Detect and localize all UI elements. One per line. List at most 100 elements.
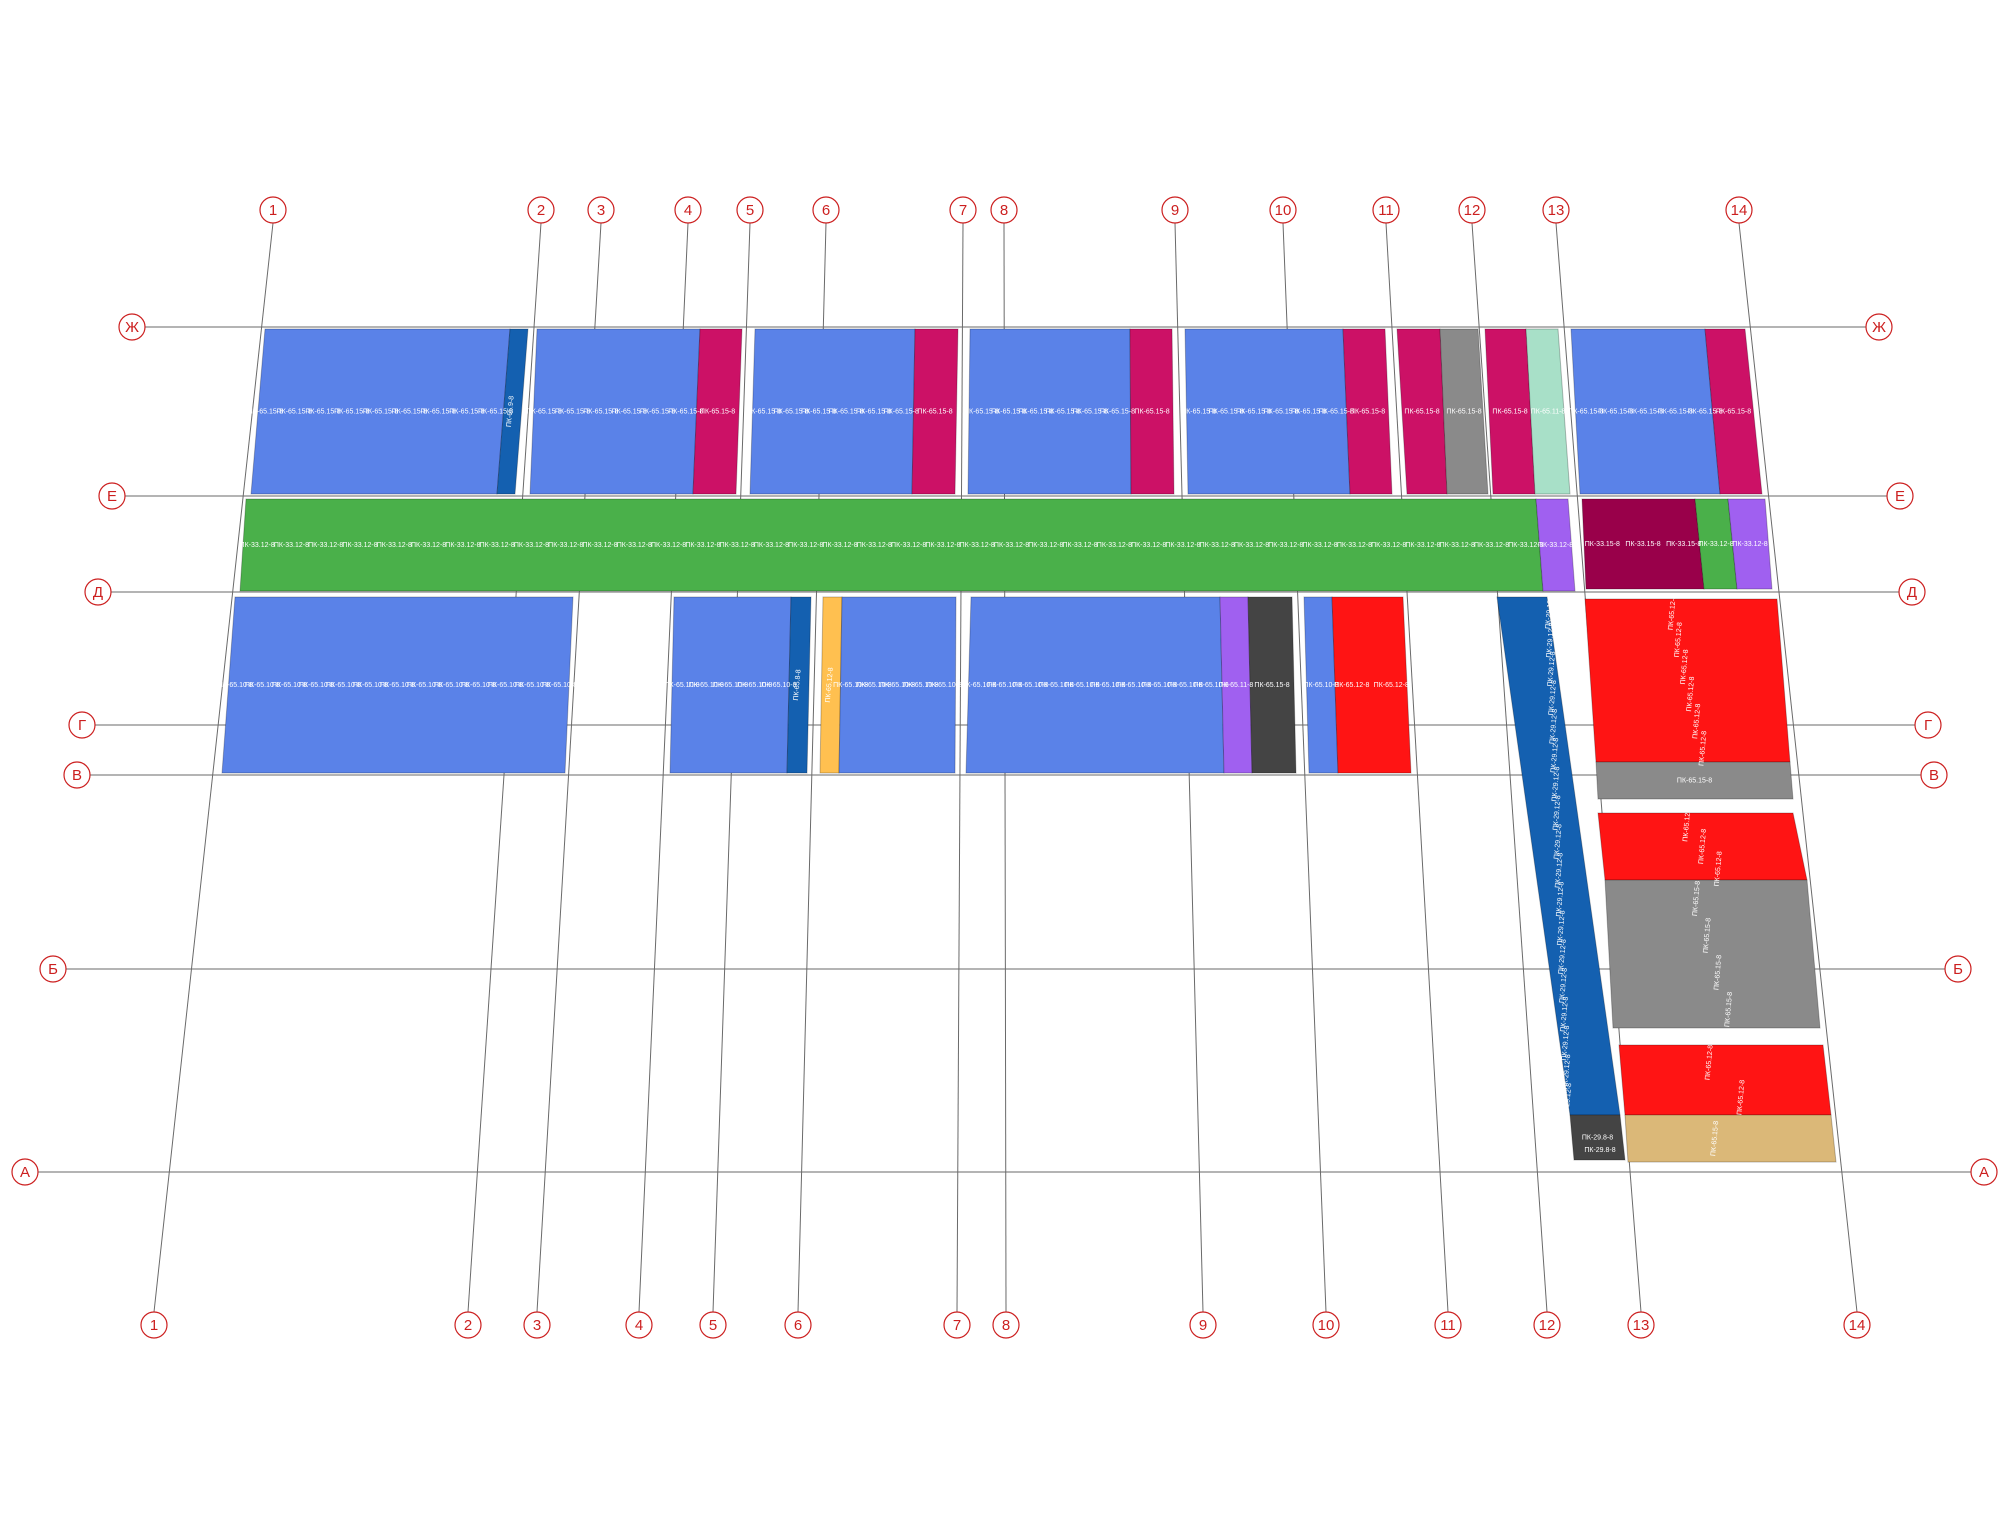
panel-code-label: ПК-65.11-8 xyxy=(1531,409,1566,416)
panel-code-label: ПК-65.15-8 xyxy=(884,409,919,416)
panel-code-label: ПК-65.15-8 xyxy=(1713,955,1723,991)
row-axis-marker-right-circle xyxy=(1914,711,1942,739)
column-axis-line xyxy=(956,222,964,1313)
column-axis-marker-top-circle xyxy=(527,196,555,224)
column-axis-marker-top-label: 8 xyxy=(1000,202,1008,219)
slab-panel xyxy=(496,328,529,495)
panel-code-label: ПК-33.12-8 xyxy=(1474,542,1509,549)
row-axis-marker-left-label: Д xyxy=(93,584,103,601)
panel-code-label: ПК-29.12-8 xyxy=(1550,737,1560,773)
panel-code-label: ПК-65.12-8 xyxy=(1334,682,1369,689)
column-axis-marker-bottom-circle xyxy=(1434,1311,1462,1339)
panel-code-label: ПК-65.15-8 xyxy=(1716,409,1751,416)
panel-code-label: ПК-65.15-8 xyxy=(1404,409,1439,416)
panel-code-label: ПК-65.15-8 xyxy=(1134,409,1169,416)
column-axis-marker-top-circle xyxy=(990,196,1018,224)
panel-code-label: ПК-65.10-8 xyxy=(1065,682,1100,689)
slab-panel xyxy=(1604,879,1821,1029)
column-axis-line xyxy=(1471,222,1548,1313)
panel-code-label: ПК-29.12-8 xyxy=(1558,939,1568,975)
panel-code-label: ПК-65.15-8 xyxy=(527,409,562,416)
panel-code-label: ПК-33.12-8 xyxy=(685,542,720,549)
row-axis-marker-right-label: А xyxy=(1979,1164,1989,1181)
column-axis-marker-bottom-label: 2 xyxy=(464,1317,472,1334)
panel-code-label: ПК-29.12-8 xyxy=(1561,1025,1571,1061)
column-axis-marker-top-circle xyxy=(736,196,764,224)
panel-code-label: ПК-33.12-8 xyxy=(1097,542,1132,549)
panel-code-label: ПК-33.12-8 xyxy=(651,542,686,549)
panel-code-label: ПК-65.15-8 xyxy=(700,409,735,416)
slab-panel xyxy=(1247,596,1297,774)
column-axis-marker-top-circle xyxy=(674,196,702,224)
panel-code-label: ПК-65.15-8 xyxy=(1045,409,1080,416)
panel-code-label: ПК-29.12-8 xyxy=(1559,968,1569,1004)
column-axis-marker-top-label: 13 xyxy=(1548,202,1565,219)
slab-panel xyxy=(1535,498,1576,592)
panel-code-label: ПК-29.12-8 xyxy=(1560,996,1570,1032)
panel-code-label: ПК-33.12-8 xyxy=(1268,542,1303,549)
panel-code-label: ПК-65.15-8 xyxy=(392,409,427,416)
slab-panel xyxy=(1624,1114,1837,1163)
panel-code-label: ПК-65.15-8 xyxy=(1446,409,1481,416)
panel-code-label: ПК-29.12-8 xyxy=(1548,680,1558,716)
panel-code-label: ПК-65.15-8 xyxy=(1492,409,1527,416)
panel-code-label: ПК-29.12-8 xyxy=(1562,1054,1572,1090)
panel-code-label: ПК-65.15-8 xyxy=(277,409,312,416)
panel-code-label: ПК-33.12-8 xyxy=(240,542,275,549)
slab-panel xyxy=(1342,328,1393,495)
slab-panel xyxy=(911,328,959,495)
panel-code-label: ПК-65.12-8 xyxy=(1736,1080,1746,1116)
row-axis-marker-right-circle xyxy=(1886,482,1914,510)
panel-code-label: ПК-29.12-8 xyxy=(1552,795,1562,831)
slab-panel xyxy=(1569,1114,1626,1161)
column-axis-marker-bottom-circle xyxy=(140,1311,168,1339)
panel-code-label: ПК-65.10-8 xyxy=(380,682,415,689)
panel-code-label: ПК-65.10-8 xyxy=(245,682,280,689)
panel-code-label: ПК-65.10-8 xyxy=(987,682,1022,689)
column-axis-marker-bottom-label: 8 xyxy=(1002,1317,1010,1334)
panel-code-label: ПК-33.12-8 xyxy=(548,542,583,549)
slab-panel xyxy=(692,328,743,495)
slab-panels xyxy=(221,328,1837,1163)
slab-panel xyxy=(786,596,812,774)
panel-code-label: ПК-65.10-8 xyxy=(761,682,796,689)
panel-code-label: ПК-65.15-8 xyxy=(1628,409,1663,416)
row-axis-marker-right-label: Г xyxy=(1924,717,1932,734)
column-axis-marker-top-label: 14 xyxy=(1731,202,1748,219)
panel-code-label: ПК-65.15-8 xyxy=(774,409,809,416)
panel-code-label: ПК-65.10-8 xyxy=(1013,682,1048,689)
column-axis-marker-bottom-circle xyxy=(523,1311,551,1339)
panel-code-label: ПК-65.15-8 xyxy=(668,409,703,416)
panel-code-label: ПК-33.12-8 xyxy=(891,542,926,549)
column-axis-marker-bottom-circle xyxy=(1189,1311,1217,1339)
column-axis-marker-top-circle xyxy=(949,196,977,224)
column-axis-marker-bottom-circle xyxy=(1533,1311,1561,1339)
panel-code-label: ПК-29.8-8 xyxy=(1584,1147,1615,1154)
panel-code-label: ПК-33.12-8 xyxy=(754,542,789,549)
panel-code-label: ПК-65.15-8 xyxy=(1073,409,1108,416)
column-axis-marker-bottom-label: 9 xyxy=(1199,1317,1207,1334)
row-axis-marker-left-circle xyxy=(63,761,91,789)
panel-code-label: ПК-65.12-8 xyxy=(1682,806,1692,842)
panel-code-label: ПК-65.10-8 xyxy=(665,682,700,689)
row-axis-marker-left-label: Г xyxy=(78,717,86,734)
row-axis-marker-left-circle xyxy=(68,711,96,739)
panel-code-label: ПК-65.15-8 xyxy=(1692,881,1702,917)
panel-code-label: ПК-65.15-8 xyxy=(829,409,864,416)
panel-code-label: ПК-65.10-8 xyxy=(1142,682,1177,689)
panel-code-label: ПК-65.15-8 xyxy=(917,409,952,416)
panel-code-label: ПК-33.12-8 xyxy=(342,542,377,549)
panel-code-label: ПК-65.15-8 xyxy=(1710,1121,1720,1157)
panel-code-label: ПК-65.15-8 xyxy=(363,409,398,416)
panel-code-label: ПК-65.10-8 xyxy=(353,682,388,689)
row-axis-marker-left-circle xyxy=(11,1158,39,1186)
panel-code-label: ПК-65.15-8 xyxy=(640,409,675,416)
column-axis-marker-top-label: 3 xyxy=(597,202,605,219)
column-axis-marker-bottom-label: 12 xyxy=(1539,1317,1556,1334)
panel-code-label: ПК-65.15-8 xyxy=(1568,409,1603,416)
row-axis-marker-left-circle xyxy=(84,578,112,606)
panel-code-label: ПК-29.12-8 xyxy=(1555,853,1565,889)
panel-code-label: ПК-33.12-8 xyxy=(1165,542,1200,549)
panel-code-label: ПК-29.12-8 xyxy=(1563,1083,1573,1119)
